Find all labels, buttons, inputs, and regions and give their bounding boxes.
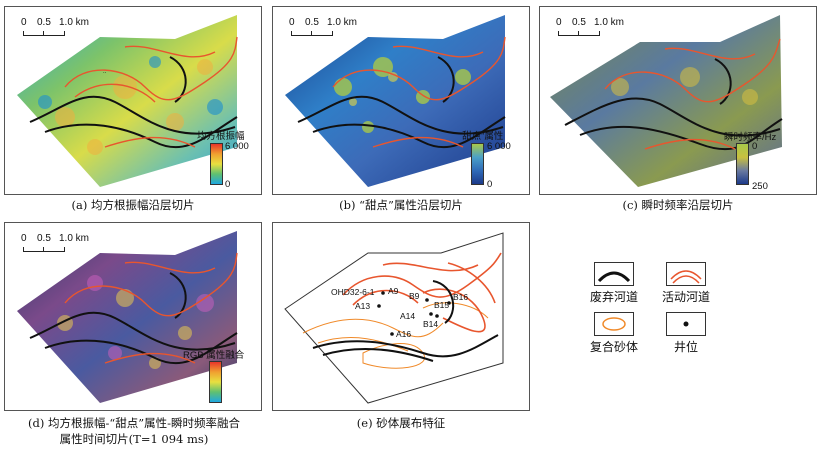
- legend-abandoned-channel-swatch: [594, 262, 634, 286]
- legend-well-label: 井位: [674, 340, 699, 354]
- panel-c: 0 0.5 1.0 km 瞬时频率/Hz 0 250: [539, 6, 817, 195]
- colorbar-title: RGB 属性融合: [183, 350, 245, 361]
- scale-bar: 0 0.5 1.0 km: [289, 17, 359, 37]
- legend-active-channel-label: 活动河道: [662, 290, 711, 304]
- legend-sand-body-label: 复合砂体: [590, 340, 639, 354]
- sand-body-distribution-map: OHD32-6-1 A9 A13 B9 B16 B15 A14 B14 A16: [284, 232, 504, 404]
- rms-amplitude-map: ..: [17, 15, 238, 187]
- caption-d-line2: 属性时间切片(T=1 094 ms): [59, 432, 209, 446]
- panel-b: 0 0.5 1.0 km “甜点”属性 6 000 0: [272, 6, 530, 195]
- well-label: OHD32-6-1: [331, 287, 375, 297]
- caption-d-line1: (d) 均方根振幅-“甜点”属性-瞬时频率融合: [27, 416, 241, 430]
- legend-active-channel-swatch: [666, 262, 706, 286]
- panel-d: 0 0.5 1.0 km RGB 属性融合: [4, 222, 262, 411]
- caption-a: (a) 均方根振幅沿层切片: [71, 198, 195, 212]
- well-label: A14: [400, 311, 415, 321]
- colorbar-title: 瞬时频率/Hz: [724, 132, 777, 143]
- colorbar: [209, 361, 222, 403]
- caption-b: (b) “甜点”属性沿层切片: [339, 198, 463, 212]
- svg-text:..: ..: [103, 69, 107, 75]
- colorbar-title: “甜点”属性: [459, 131, 504, 142]
- scale-bar: 0 0.5 1.0 km: [21, 17, 91, 37]
- well-label: B14: [423, 319, 438, 329]
- legend-sand-body-swatch: [594, 312, 634, 336]
- well-label: A13: [355, 301, 370, 311]
- well-label: B15: [434, 300, 449, 310]
- rgb-fusion-map: [17, 231, 238, 403]
- colorbar: [736, 143, 749, 185]
- scale-bar: 0 0.5 1.0 km: [556, 17, 626, 37]
- colorbar-min: 0: [225, 179, 231, 190]
- panel-e: OHD32-6-1 A9 A13 B9 B16 B15 A14 B14 A16: [272, 222, 530, 411]
- instantaneous-frequency-map: [550, 15, 783, 187]
- caption-c: (c) 瞬时频率沿层切片: [622, 198, 734, 212]
- colorbar-min: 250: [752, 181, 768, 192]
- well-label: A16: [396, 329, 411, 339]
- well-label: B16: [453, 292, 468, 302]
- colorbar-max: 6 000: [487, 141, 511, 152]
- legend-abandoned-channel-label: 废弃河道: [590, 290, 639, 304]
- colorbar: [471, 143, 484, 185]
- colorbar-min: 0: [487, 179, 493, 190]
- colorbar-max: 6 000: [225, 141, 249, 152]
- panel-a: .. 0 0.5 1.0 km 均方根振幅 6 000 0: [4, 6, 262, 195]
- well-points: [377, 291, 451, 336]
- scale-bar: 0 0.5 1.0 km: [21, 233, 91, 253]
- well-label: A9: [388, 286, 399, 296]
- caption-e: (e) 砂体展布特征: [356, 416, 446, 430]
- colorbar-title: 均方根振幅: [197, 131, 245, 142]
- colorbar: [210, 143, 223, 185]
- sweet-spot-map: [285, 15, 506, 187]
- well-label: B9: [409, 291, 420, 301]
- legend-well-swatch: [666, 312, 706, 336]
- colorbar-max: 0: [752, 141, 758, 152]
